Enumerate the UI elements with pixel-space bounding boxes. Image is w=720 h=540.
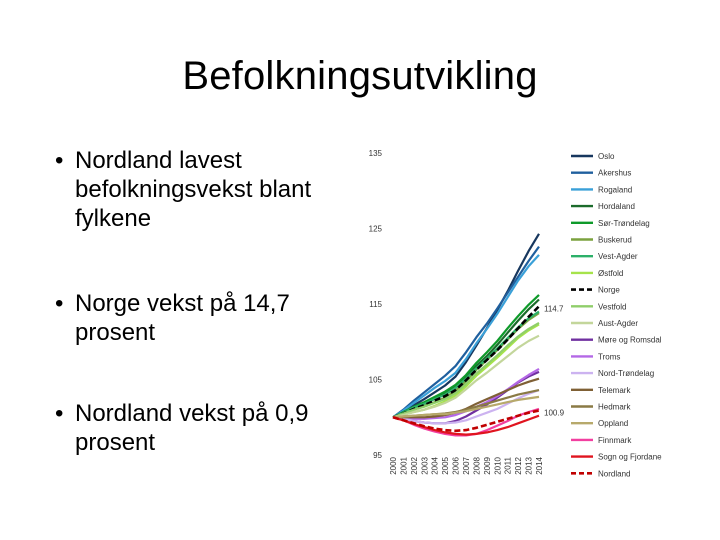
x-tick-label: 2001	[399, 456, 408, 474]
x-tick-label: 2003	[420, 456, 429, 474]
x-axis: 2000 2001 2002 2003 2004 2005 2006 2007 2008 2009…	[389, 456, 544, 474]
legend-label: Aust-Agder	[598, 319, 638, 328]
series-line-vestfold	[392, 321, 540, 419]
x-tick-label: 2010	[493, 456, 502, 474]
x-tick-label: 2006	[452, 456, 461, 474]
x-tick-label: 2013	[525, 456, 534, 474]
series-line-rogaland	[392, 254, 540, 419]
x-tick-label: 2002	[410, 456, 419, 474]
legend-label: Møre og Romsdal	[598, 336, 662, 345]
series-line-nordland	[392, 409, 540, 433]
legend-label: Vestfold	[598, 302, 626, 311]
series-line-sogn-og-fjordane	[392, 414, 540, 436]
legend-label: Telemark	[598, 386, 631, 395]
legend-label: Troms	[598, 352, 620, 361]
slide-title: Befolkningsutvikling	[182, 54, 538, 98]
legend-label: Hordaland	[598, 202, 635, 211]
legend: Oslo Akershus Rogaland Hordaland Sør-Trøndel…	[571, 152, 662, 478]
data-label: 100.9	[544, 408, 565, 417]
legend-label: Nordland	[598, 469, 630, 478]
legend-label: Oslo	[598, 152, 615, 161]
x-tick-label: 2014	[535, 456, 544, 474]
bullet-text: Nordland vekst på 0,9 prosent	[75, 400, 309, 456]
x-tick-label: 2004	[431, 456, 440, 474]
x-tick-label: 2011	[504, 456, 513, 474]
y-tick-label: 125	[369, 225, 383, 234]
legend-label: Rogaland	[598, 185, 632, 194]
bullet-dot: •	[55, 400, 64, 427]
legend-label: Vest-Agder	[598, 252, 638, 261]
series-line-oslo	[392, 233, 540, 419]
bullet-dot: •	[55, 147, 64, 174]
y-axis: 95 105 115 125 135	[369, 149, 383, 460]
y-tick-label: 135	[369, 149, 383, 158]
bullet-text: Norge vekst på 14,7 prosent	[75, 290, 290, 346]
legend-label: Oppland	[598, 419, 628, 428]
series-line-norge	[392, 305, 540, 419]
legend-label: Nord-Trøndelag	[598, 369, 654, 378]
legend-label: Østfold	[598, 269, 623, 278]
legend-label: Hedmark	[598, 403, 631, 412]
series-line-aust-agder	[392, 334, 540, 419]
x-tick-label: 2012	[514, 456, 523, 474]
bullet-text: Nordland lavest befolkningsvekst blant f…	[75, 147, 312, 232]
legend-label: Buskerud	[598, 236, 632, 245]
y-tick-label: 105	[369, 376, 383, 385]
legend-label: Norge	[598, 286, 620, 295]
x-tick-label: 2009	[483, 456, 492, 474]
series-line-akershus	[392, 245, 540, 419]
bullet-item-nordland-lowest: • Nordland lavest befolkningsvekst blant…	[55, 146, 345, 233]
data-label: 114.7	[544, 304, 564, 313]
y-tick-label: 95	[373, 451, 382, 460]
series-line-oppland	[392, 395, 540, 419]
y-tick-label: 115	[369, 300, 382, 309]
bullet-item-nordland-growth: • Nordland vekst på 0,9 prosent	[55, 399, 345, 457]
legend-label: Finnmark	[598, 436, 632, 445]
x-tick-label: 2007	[462, 456, 471, 474]
x-tick-label: 2008	[472, 456, 481, 474]
series-lines	[392, 233, 540, 437]
annotations: 114.7 100.9	[544, 304, 565, 417]
legend-label: Sogn og Fjordane	[598, 453, 662, 462]
bullet-item-norway-growth: • Norge vekst på 14,7 prosent	[55, 289, 345, 347]
x-tick-label: 2000	[389, 456, 398, 474]
bullet-dot: •	[55, 290, 64, 317]
legend-label: Sør-Trøndelag	[598, 219, 650, 228]
x-tick-label: 2005	[441, 456, 450, 474]
legend-label: Akershus	[598, 169, 631, 178]
